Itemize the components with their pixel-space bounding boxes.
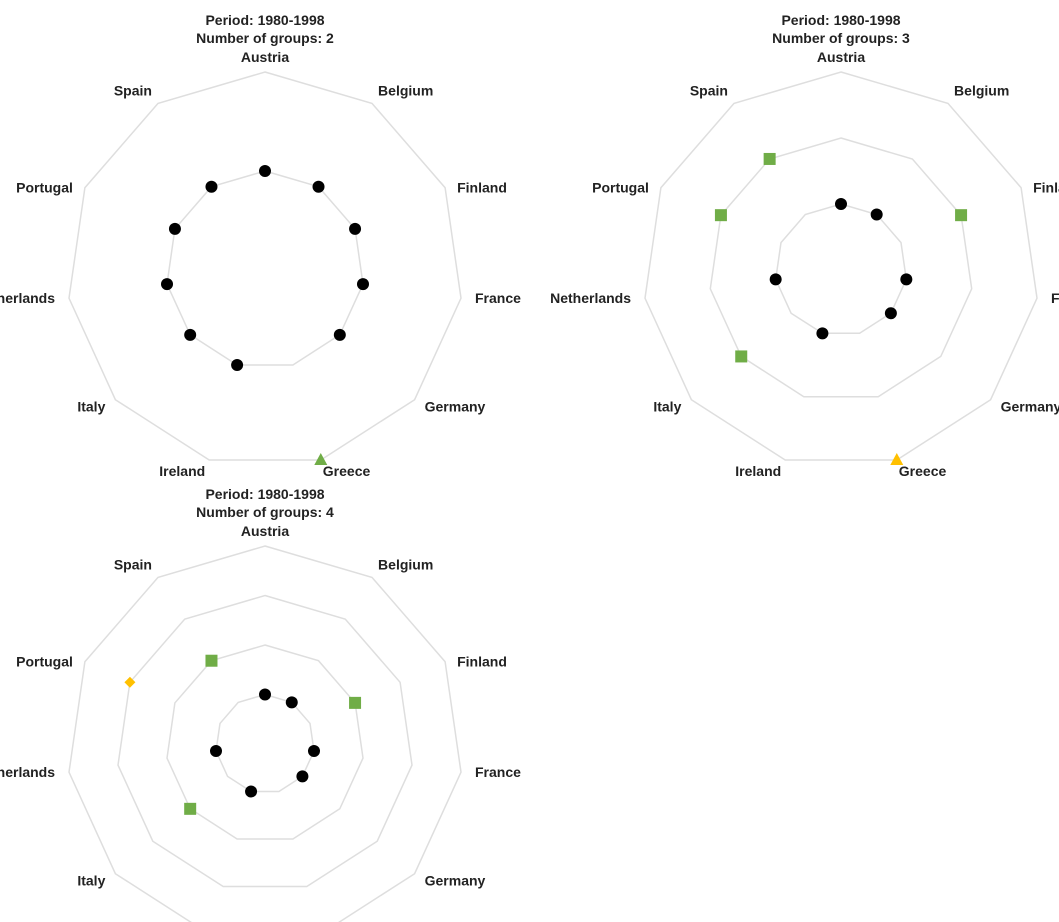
- data-point-france: [900, 273, 913, 286]
- category-label-italy: Italy: [77, 873, 105, 889]
- data-point-belgium: [285, 696, 298, 709]
- data-point-germany: [296, 770, 309, 783]
- data-point-austria: [259, 165, 271, 177]
- data-point-finland: [349, 222, 362, 235]
- data-point-ireland: [816, 327, 829, 340]
- radar-chart-4-groups: Period: 1980-1998 Number of groups: 4 Au…: [0, 482, 530, 922]
- category-label-belgium: Belgium: [954, 82, 1009, 98]
- data-point-italy: [184, 328, 197, 341]
- category-label-netherlands: Netherlands: [0, 290, 55, 306]
- radar-ring: [644, 71, 1038, 461]
- category-label-germany: Germany: [1001, 399, 1059, 415]
- radar-category-labels: Austria Belgium Finland France Germany Greece…: [550, 49, 1059, 479]
- data-point-portugal: [168, 222, 181, 235]
- category-label-spain: Spain: [690, 82, 728, 98]
- data-point-france: [307, 745, 320, 758]
- radar-chart-svg: Period: 1980-1998 Number of groups: 3 Au…: [550, 12, 1059, 479]
- radar-ring: [166, 170, 364, 366]
- chart-title-period: Period: 1980-1998: [205, 12, 324, 28]
- radar-ring: [68, 71, 462, 461]
- data-point-netherlands: [210, 745, 223, 758]
- radar-grid: [644, 71, 1038, 461]
- radar-category-labels: Austria Belgium Finland France Germany Greece…: [0, 49, 521, 479]
- data-point-finland: [955, 209, 968, 222]
- data-point-netherlands: [769, 273, 782, 286]
- category-label-portugal: Portugal: [16, 654, 73, 670]
- radar-ring: [774, 203, 908, 335]
- category-label-italy: Italy: [77, 399, 105, 415]
- category-label-finland: Finland: [1033, 180, 1059, 196]
- category-label-germany: Germany: [425, 873, 486, 889]
- data-point-portugal: [714, 209, 727, 222]
- data-point-belgium: [312, 180, 325, 193]
- category-label-austria: Austria: [241, 523, 289, 539]
- radar-points: [714, 152, 968, 465]
- data-point-greece: [314, 452, 328, 465]
- data-point-italy: [735, 350, 748, 363]
- category-label-netherlands: Netherlands: [550, 290, 631, 306]
- radar-ring: [68, 545, 462, 922]
- category-label-spain: Spain: [114, 556, 152, 572]
- category-label-france: France: [1051, 290, 1059, 306]
- data-point-spain: [205, 180, 218, 193]
- category-label-portugal: Portugal: [16, 180, 73, 196]
- radar-grid: [68, 71, 462, 461]
- radar-chart-svg: Period: 1980-1998 Number of groups: 4 Au…: [0, 486, 521, 922]
- category-label-belgium: Belgium: [378, 82, 433, 98]
- data-point-austria: [259, 688, 271, 701]
- radar-chart-svg: Period: 1980-1998 Number of groups: 2 Au…: [0, 12, 521, 479]
- category-label-ireland: Ireland: [735, 463, 781, 479]
- data-point-spain: [763, 152, 776, 165]
- data-point-portugal: [124, 676, 136, 688]
- radar-chart-3-groups: Period: 1980-1998 Number of groups: 3 Au…: [550, 8, 1059, 479]
- category-label-france: France: [475, 764, 521, 780]
- category-label-netherlands: Netherlands: [0, 764, 55, 780]
- data-point-ireland: [231, 358, 244, 371]
- category-label-spain: Spain: [114, 82, 152, 98]
- data-point-spain: [205, 654, 218, 667]
- category-label-finland: Finland: [457, 654, 507, 670]
- category-label-greece: Greece: [899, 463, 947, 479]
- data-point-germany: [884, 307, 897, 320]
- chart-title-groups: Number of groups: 3: [772, 30, 910, 46]
- category-label-portugal: Portugal: [592, 180, 649, 196]
- category-label-france: France: [475, 290, 521, 306]
- radar-chart-2-groups: Period: 1980-1998 Number of groups: 2 Au…: [0, 8, 530, 479]
- chart-title-groups: Number of groups: 4: [196, 504, 334, 520]
- data-point-greece: [890, 452, 904, 465]
- radar-category-labels: AustriaBelgiumFinlandFranceGermanyGreece…: [0, 523, 521, 889]
- chart-title-period: Period: 1980-1998: [781, 12, 900, 28]
- data-point-ireland: [245, 785, 258, 798]
- category-label-germany: Germany: [425, 399, 486, 415]
- radar-points: [124, 654, 362, 815]
- category-label-finland: Finland: [457, 180, 507, 196]
- chart-title-groups: Number of groups: 2: [196, 30, 334, 46]
- data-point-austria: [835, 198, 847, 210]
- chart-title-period: Period: 1980-1998: [205, 486, 324, 502]
- data-point-netherlands: [161, 278, 174, 291]
- category-label-austria: Austria: [241, 49, 289, 65]
- data-point-belgium: [870, 208, 883, 221]
- radar-ring: [709, 137, 973, 398]
- radar-grid: [68, 545, 462, 922]
- data-point-finland: [349, 696, 362, 709]
- category-label-belgium: Belgium: [378, 556, 433, 572]
- data-point-italy: [184, 802, 197, 815]
- data-point-germany: [333, 328, 346, 341]
- radar-ring: [215, 693, 315, 793]
- category-label-greece: Greece: [323, 463, 371, 479]
- category-label-ireland: Ireland: [159, 463, 205, 479]
- radar-points: [161, 165, 369, 465]
- data-point-france: [356, 278, 369, 291]
- radar-ring: [117, 594, 413, 888]
- radar-ring: [166, 644, 364, 840]
- category-label-austria: Austria: [817, 49, 865, 65]
- category-label-italy: Italy: [653, 399, 681, 415]
